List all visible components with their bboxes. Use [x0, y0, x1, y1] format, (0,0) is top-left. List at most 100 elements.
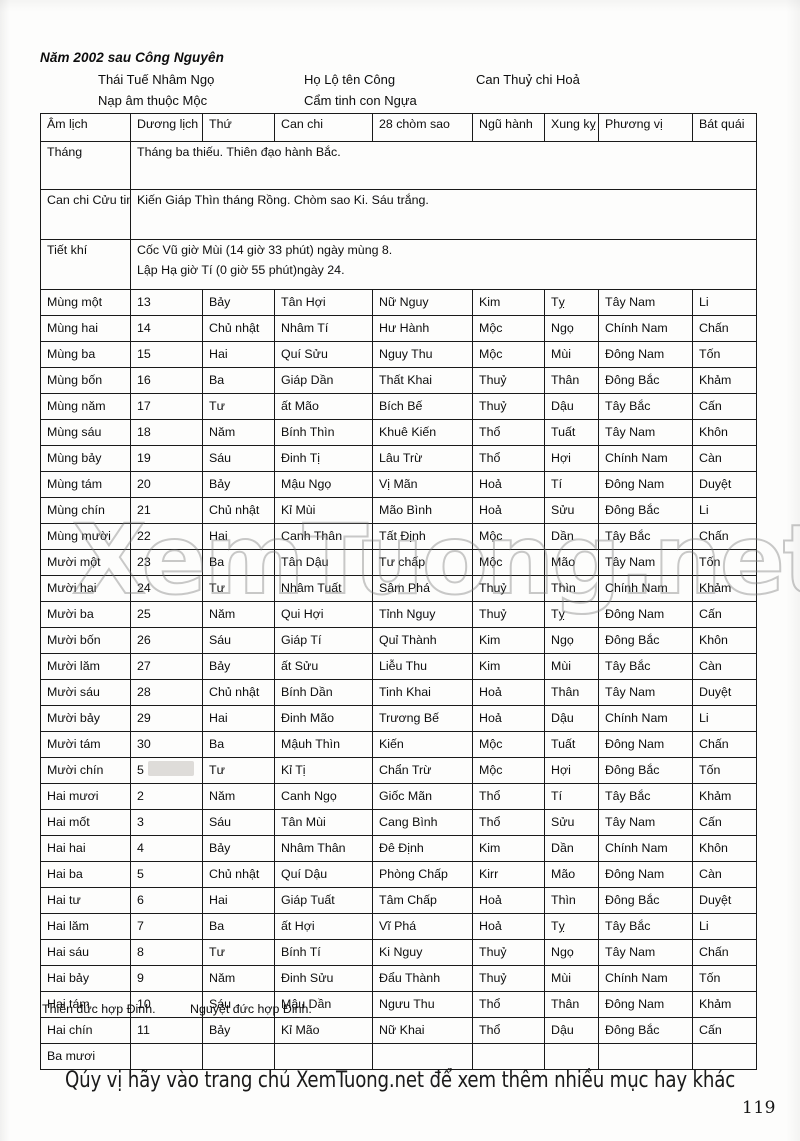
cell-duong-lich: 9	[130, 965, 203, 992]
tietkhi-line-2: Lập Hạ giờ Tí (0 giờ 55 phút)ngày 24.	[137, 263, 345, 278]
table-row: Hai ba 5 Chủ nhật Quí Dậu Phòng Chấp Kirr Mão Đ…	[40, 861, 757, 888]
cell-am-lich: Mùng năm	[40, 393, 131, 420]
cell-thu: Bảy	[202, 289, 275, 316]
cell-ngu-hanh: Hoả	[472, 705, 545, 732]
cell-xung-ky: Mão	[544, 861, 599, 888]
cell-ngu-hanh: Thuỷ	[472, 965, 545, 992]
info-label-canchi-cuutinh: Can chi Cửu tinh	[40, 189, 131, 240]
cell-xung-ky: Thìn	[544, 575, 599, 602]
cell-ngu-hanh: Thổ	[472, 419, 545, 446]
cell-bat-quai: Khảm	[692, 575, 757, 602]
cell-am-lich: Mười sáu	[40, 679, 131, 706]
cell-bat-quai: Li	[692, 913, 757, 940]
info-label-cuutinh-line2: Cửu tinh	[92, 193, 129, 207]
cell-xung-ky: Tuất	[544, 419, 599, 446]
cell-ngu-hanh: Hoả	[472, 679, 545, 706]
cell-xung-ky	[544, 1043, 599, 1070]
footer-promo-banner: Qúy vị hãy vào trang chủ XemTuong.net để…	[64, 1068, 736, 1093]
info-row-thang: Tháng Tháng ba thiếu. Thiên đạo hành Bắc…	[40, 141, 757, 190]
table-row: Hai bảy 9 Năm Đinh Sửu Đẩu Thành Thuỷ Mùi Chính…	[40, 965, 757, 992]
cell-am-lich: Mười một	[40, 549, 131, 576]
cell-bat-quai: Li	[692, 289, 757, 316]
info-label-tietkhi: Tiết khí	[40, 239, 131, 290]
cell-am-lich: Mùng tám	[40, 471, 131, 498]
cell-bat-quai: Khảm	[692, 367, 757, 394]
cell-bat-quai: Khôn	[692, 419, 757, 446]
cell-thu: Năm	[202, 783, 275, 810]
table-row: Hai lăm 7 Ba ất Hợi Vĩ Phá Hoả Tỵ Tây Bắc Li	[40, 913, 757, 940]
cell-thu: Tư	[202, 393, 275, 420]
cell-can-chi: Giáp Tí	[274, 627, 373, 654]
cell-am-lich: Mùng một	[40, 289, 131, 316]
cell-chom-sao: Tất Định	[372, 523, 473, 550]
cell-thu: Hai	[202, 523, 275, 550]
cell-bat-quai: Chấn	[692, 523, 757, 550]
cell-am-lich: Hai mốt	[40, 809, 131, 836]
cell-can-chi: Nhâm Thân	[274, 835, 373, 862]
cell-can-chi: Giáp Dần	[274, 367, 373, 394]
cell-duong-lich	[130, 1043, 203, 1070]
table-column-headers: Âm lịch Dương lịch Thứ Can chi 28 chòm s…	[40, 113, 757, 142]
cell-bat-quai: Duyệt	[692, 679, 757, 706]
table-row: Hai mốt 3 Sáu Tân Mùi Cang Bình Thổ Sửu Tây Nam…	[40, 809, 757, 836]
cell-xung-ky: Dần	[544, 523, 599, 550]
cell-bat-quai: Cấn	[692, 809, 757, 836]
cell-chom-sao: Tư chấp	[372, 549, 473, 576]
cell-phuong-vi: Tây Bắc	[598, 653, 693, 680]
cell-ngu-hanh: Kim	[472, 627, 545, 654]
cell-ngu-hanh: Thổ	[472, 783, 545, 810]
cell-bat-quai: Càn	[692, 653, 757, 680]
year-heading: Năm 2002 sau Công Nguyên	[40, 50, 224, 65]
cell-can-chi: Kỉ Tị	[274, 757, 373, 784]
cell-phuong-vi: Đông Nam	[598, 861, 693, 888]
cell-thu: Tư	[202, 757, 275, 784]
cell-am-lich: Mười tám	[40, 731, 131, 758]
cell-am-lich: Hai bảy	[40, 965, 131, 992]
cell-am-lich: Mùng bảy	[40, 445, 131, 472]
cell-chom-sao: Trương Bế	[372, 705, 473, 732]
cell-thu: Chủ nhật	[202, 679, 275, 706]
cell-ngu-hanh: Mộc	[472, 523, 545, 550]
cell-chom-sao: Lâu Trừ	[372, 445, 473, 472]
cell-phuong-vi: Tây Nam	[598, 289, 693, 316]
cell-thu: Ba	[202, 731, 275, 758]
cell-chom-sao: Phòng Chấp	[372, 861, 473, 888]
table-row: Ba mươi	[40, 1043, 757, 1070]
cell-phuong-vi: Chính Nam	[598, 705, 693, 732]
cell-duong-lich: 23	[130, 549, 203, 576]
cell-xung-ky: Mùi	[544, 341, 599, 368]
cell-can-chi: ất Sửu	[274, 653, 373, 680]
cell-ngu-hanh: Kim	[472, 835, 545, 862]
cell-phuong-vi: Tây Nam	[598, 809, 693, 836]
cell-chom-sao: Cang Bình	[372, 809, 473, 836]
cell-thu: Năm	[202, 601, 275, 628]
cell-thu: Hai	[202, 887, 275, 914]
cell-phuong-vi: Đông Bắc	[598, 627, 693, 654]
cell-xung-ky: Thìn	[544, 887, 599, 914]
cell-duong-lich: 28	[130, 679, 203, 706]
cell-thu: Bảy	[202, 653, 275, 680]
cell-am-lich: Mùng ba	[40, 341, 131, 368]
table-row: Hai tám 10 Sáu Mậu Dần Ngưu Thu Thổ Thân Đông N…	[40, 991, 757, 1018]
cell-chom-sao: Hư Hành	[372, 315, 473, 342]
cell-xung-ky: Hợi	[544, 445, 599, 472]
cell-thu: Ba	[202, 913, 275, 940]
note-nguyet-duc: Nguyệt đức hợp Đinh.	[190, 1002, 312, 1016]
cell-chom-sao: Vĩ Phá	[372, 913, 473, 940]
col-header-duong-lich: Dương lịch	[130, 113, 203, 142]
cell-thu: Ba	[202, 549, 275, 576]
cell-chom-sao: Thất Khai	[372, 367, 473, 394]
cell-ngu-hanh: Mộc	[472, 757, 545, 784]
cell-bat-quai: Chấn	[692, 315, 757, 342]
cell-thu: Hai	[202, 705, 275, 732]
cell-phuong-vi: Đông Bắc	[598, 497, 693, 524]
table-row: Mười tám 30 Ba Mậuh Thìn Kiến Mộc Tuất Đông Nam…	[40, 731, 757, 758]
cell-can-chi: Mậuh Thìn	[274, 731, 373, 758]
cell-can-chi: Đinh Sửu	[274, 965, 373, 992]
cell-xung-ky: Tỵ	[544, 601, 599, 628]
cell-duong-lich: 15	[130, 341, 203, 368]
cell-bat-quai: Chấn	[692, 731, 757, 758]
cell-xung-ky: Dậu	[544, 393, 599, 420]
cell-can-chi: Qui Hợi	[274, 601, 373, 628]
